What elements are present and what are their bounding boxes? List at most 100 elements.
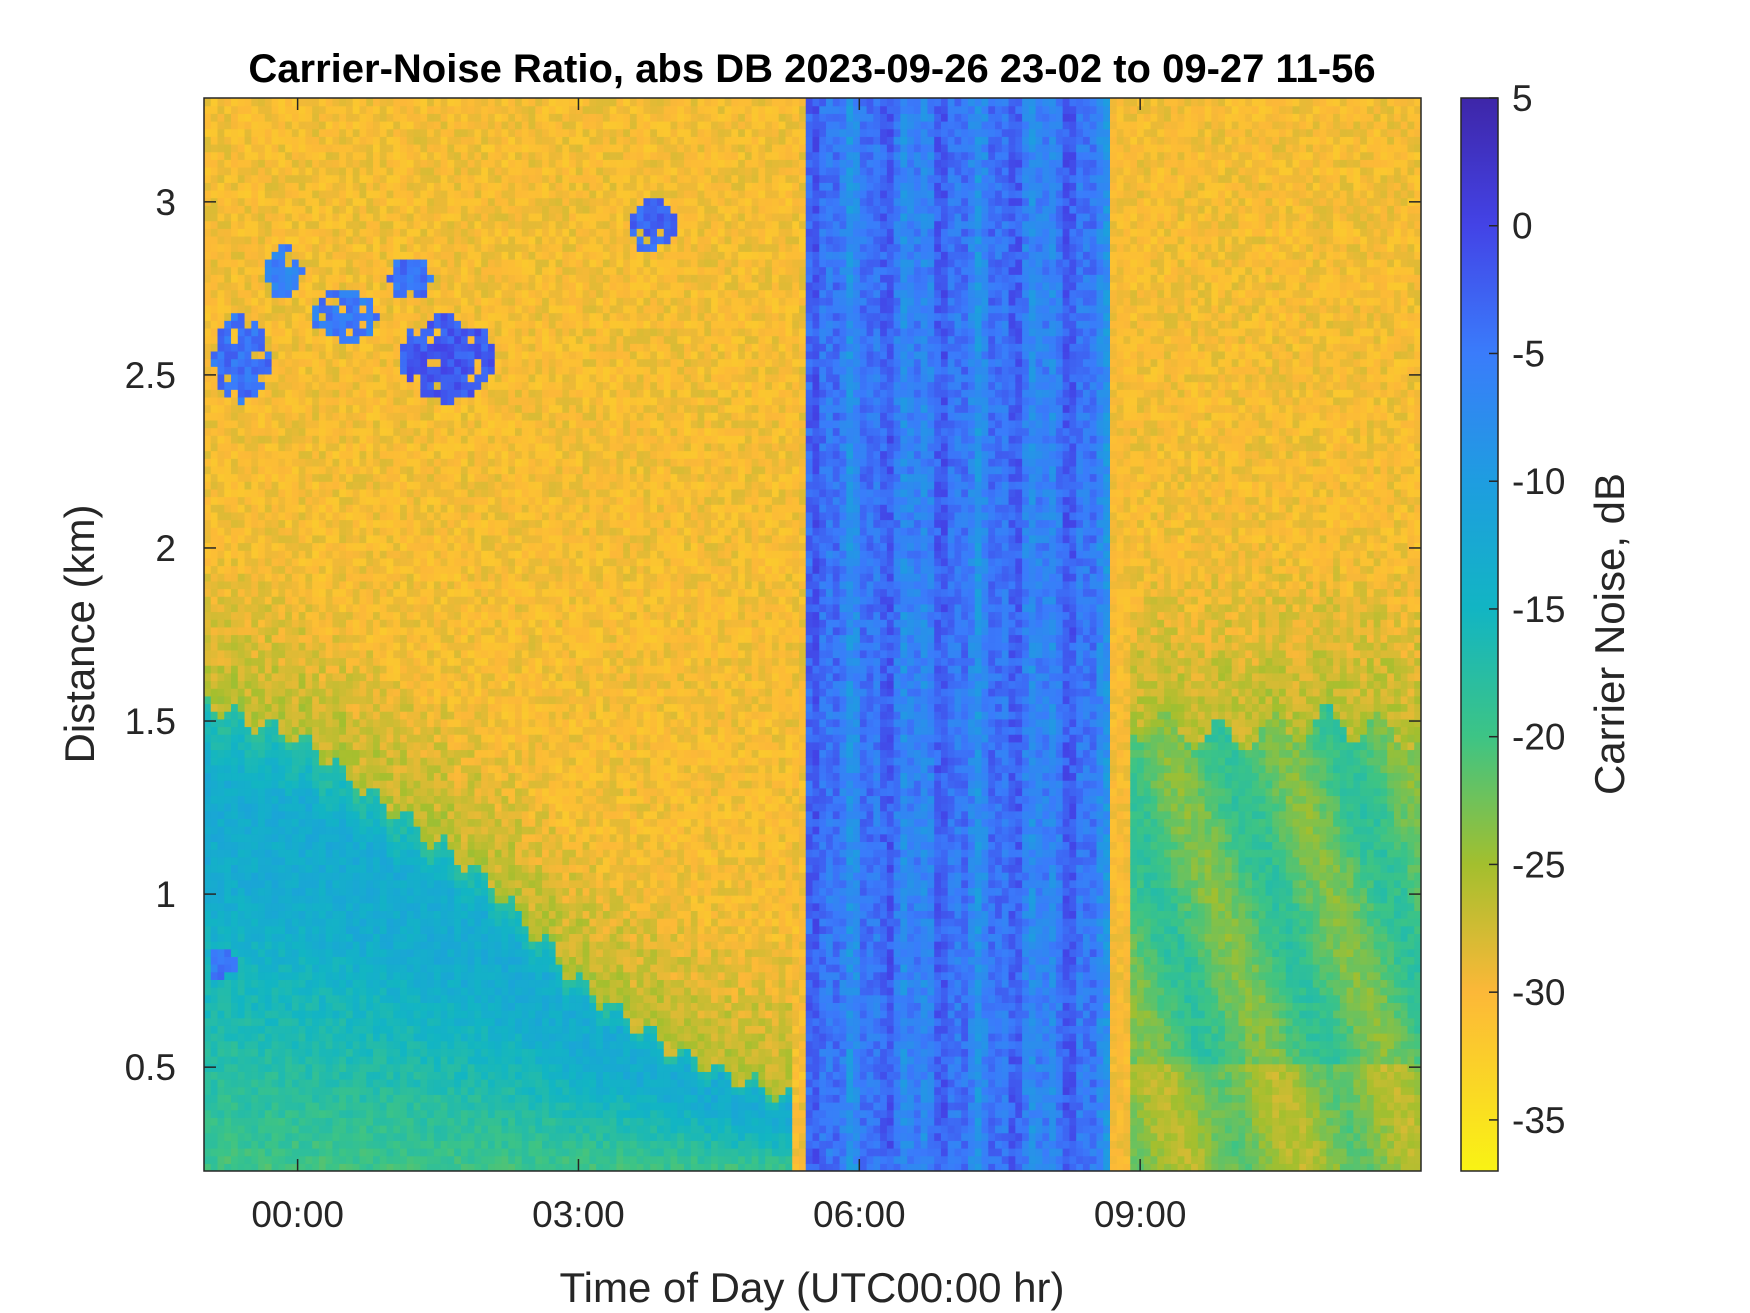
- heatmap-cell: [441, 566, 448, 574]
- heatmap-cell: [353, 343, 360, 351]
- heatmap-cell: [387, 1156, 394, 1164]
- heatmap-cell: [373, 596, 380, 604]
- heatmap-cell: [204, 688, 211, 696]
- heatmap-cell: [258, 627, 265, 635]
- heatmap-cell: [285, 420, 292, 428]
- heatmap-cell: [407, 711, 414, 719]
- heatmap-cell: [387, 803, 394, 811]
- heatmap-cell: [360, 1125, 367, 1133]
- heatmap-cell: [380, 190, 387, 198]
- heatmap-cell: [245, 719, 252, 727]
- heatmap-cell: [326, 765, 333, 773]
- heatmap-cell: [420, 1010, 427, 1018]
- heatmap-cell: [224, 772, 231, 780]
- heatmap-cell: [278, 573, 285, 581]
- heatmap-cell: [312, 389, 319, 397]
- heatmap-cell: [251, 964, 258, 972]
- heatmap-cell: [238, 1102, 245, 1110]
- heatmap-cell: [231, 259, 238, 267]
- heatmap-cell: [292, 987, 299, 995]
- heatmap-cell: [353, 635, 360, 643]
- heatmap-cell: [366, 589, 373, 597]
- heatmap-cell: [380, 259, 387, 267]
- heatmap-cell: [272, 604, 279, 612]
- heatmap-cell: [387, 1033, 394, 1041]
- heatmap-cell: [319, 1071, 326, 1079]
- heatmap-cell: [420, 788, 427, 796]
- heatmap-cell: [224, 420, 231, 428]
- heatmap-cell: [380, 359, 387, 367]
- heatmap-cell: [332, 244, 339, 252]
- heatmap-cell: [251, 765, 258, 773]
- heatmap-cell: [231, 964, 238, 972]
- heatmap-cell: [265, 1079, 272, 1087]
- heatmap-cell: [427, 328, 434, 336]
- heatmap-cell: [204, 673, 211, 681]
- heatmap-cell: [360, 895, 367, 903]
- heatmap-cell: [339, 543, 346, 551]
- heatmap-cell: [258, 405, 265, 413]
- heatmap-cell: [360, 589, 367, 597]
- heatmap-cell: [278, 1140, 285, 1148]
- heatmap-cell: [299, 880, 306, 888]
- heatmap-cell: [373, 872, 380, 880]
- heatmap-cell: [380, 703, 387, 711]
- heatmap-cell: [420, 841, 427, 849]
- heatmap-cell: [393, 259, 400, 267]
- heatmap-cell: [204, 1018, 211, 1026]
- heatmap-cell: [420, 129, 427, 137]
- heatmap-cell: [278, 696, 285, 704]
- heatmap-cell: [434, 680, 441, 688]
- heatmap-cell: [204, 749, 211, 757]
- heatmap-cell: [319, 129, 326, 137]
- heatmap-cell: [353, 642, 360, 650]
- heatmap-cell: [360, 435, 367, 443]
- heatmap-cell: [393, 412, 400, 420]
- heatmap-cell: [360, 887, 367, 895]
- heatmap-cell: [407, 190, 414, 198]
- heatmap-cell: [299, 972, 306, 980]
- heatmap-cell: [231, 213, 238, 221]
- heatmap-cell: [366, 780, 373, 788]
- heatmap-cell: [366, 1102, 373, 1110]
- heatmap-cell: [251, 489, 258, 497]
- heatmap-cell: [211, 895, 218, 903]
- heatmap-cell: [360, 520, 367, 528]
- heatmap-cell: [305, 1156, 312, 1164]
- heatmap-cell: [339, 98, 346, 106]
- heatmap-cell: [326, 550, 333, 558]
- heatmap-cell: [265, 343, 272, 351]
- heatmap-cell: [427, 1048, 434, 1056]
- heatmap-cell: [211, 1125, 218, 1133]
- heatmap-cell: [407, 167, 414, 175]
- heatmap-cell: [380, 558, 387, 566]
- heatmap-cell: [434, 290, 441, 298]
- heatmap-cell: [407, 604, 414, 612]
- heatmap-cell: [204, 435, 211, 443]
- heatmap-cell: [387, 688, 394, 696]
- heatmap-cell: [218, 1002, 225, 1010]
- heatmap-cell: [204, 167, 211, 175]
- heatmap-cell: [211, 780, 218, 788]
- heatmap-cell: [332, 359, 339, 367]
- heatmap-cell: [319, 635, 326, 643]
- heatmap-cell: [292, 336, 299, 344]
- heatmap-cell: [272, 443, 279, 451]
- heatmap-cell: [278, 949, 285, 957]
- heatmap-cell: [299, 1102, 306, 1110]
- heatmap-cell: [400, 1148, 407, 1156]
- heatmap-cell: [204, 726, 211, 734]
- heatmap-cell: [332, 1110, 339, 1118]
- heatmap-cell: [251, 734, 258, 742]
- heatmap-cell: [224, 696, 231, 704]
- heatmap-cell: [407, 673, 414, 681]
- heatmap-cell: [360, 864, 367, 872]
- heatmap-cell: [332, 1156, 339, 1164]
- heatmap-cell: [400, 910, 407, 918]
- heatmap-cell: [353, 880, 360, 888]
- heatmap-cell: [427, 1133, 434, 1141]
- heatmap-cell: [305, 1033, 312, 1041]
- heatmap-cell: [285, 213, 292, 221]
- heatmap-cell: [373, 581, 380, 589]
- heatmap-cell: [393, 918, 400, 926]
